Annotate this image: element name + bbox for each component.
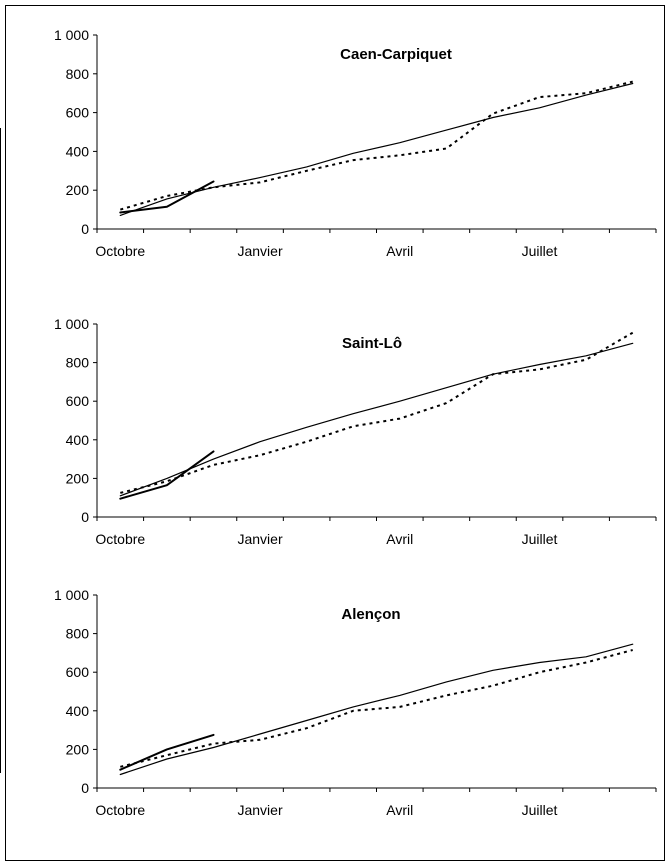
x-tick-label: Avril [386, 802, 413, 818]
y-tick-label: 200 [66, 470, 90, 486]
series-line-thin-solid [119, 643, 634, 776]
series-line-dotted [120, 649, 633, 768]
y-tick-label: 400 [66, 143, 90, 159]
y-tick-label: 600 [66, 393, 90, 409]
y-tick-label: 200 [66, 741, 90, 757]
series-line-thick-solid [119, 180, 215, 214]
y-tick-label: 1 000 [54, 316, 89, 332]
chart-title: Caen-Carpiquet [340, 46, 452, 63]
x-tick-label: Octobre [95, 531, 145, 547]
y-tick-label: 0 [81, 221, 89, 237]
y-tick-label: 800 [66, 66, 90, 82]
x-tick-label: Janvier [237, 802, 282, 818]
chart-panel-caen: Caen-Carpiquet 0 200 400 600 800 1 000 Octobre… [54, 27, 657, 259]
x-tick-label: Juillet [522, 531, 558, 547]
y-tick-label: 400 [66, 432, 90, 448]
chart-panel-alencon: Alençon 0 200 400 600 800 1 000 Octobre Janvier… [54, 587, 657, 818]
y-tick-label: 200 [66, 182, 90, 198]
series-line-thin-solid [119, 82, 634, 216]
x-tick-label: Octobre [95, 243, 145, 259]
series-line-dotted [120, 331, 634, 494]
y-tick-label: 1 000 [54, 27, 89, 43]
y-tick-label: 1 000 [54, 587, 89, 603]
y-tick-label: 600 [66, 664, 90, 680]
x-tick-label: Janvier [237, 243, 282, 259]
left-border-line [0, 128, 1, 773]
y-tick-label: 600 [66, 105, 90, 121]
x-tick-label: Janvier [237, 531, 282, 547]
figure-frame [5, 5, 665, 861]
series-line-thin-solid [119, 342, 634, 497]
x-tick-label: Avril [386, 531, 413, 547]
x-tick-label: Octobre [95, 802, 145, 818]
chart-title: Saint-Lô [342, 335, 402, 352]
y-tick-label: 800 [66, 626, 90, 642]
y-tick-label: 0 [81, 509, 89, 525]
series-line-thick-solid [119, 450, 215, 500]
y-tick-label: 0 [81, 780, 89, 796]
chart-title: Alençon [341, 606, 400, 623]
x-tick-label: Juillet [522, 802, 558, 818]
series-line-thick-solid [119, 733, 215, 771]
y-tick-label: 800 [66, 355, 90, 371]
y-tick-label: 400 [66, 703, 90, 719]
chart-panel-saint-lo: Saint-Lô 0 200 400 600 800 1 000 Octobre Janvie… [54, 316, 657, 547]
x-tick-label: Juillet [522, 243, 558, 259]
x-tick-label: Avril [386, 243, 413, 259]
series-line-dotted [120, 80, 633, 211]
